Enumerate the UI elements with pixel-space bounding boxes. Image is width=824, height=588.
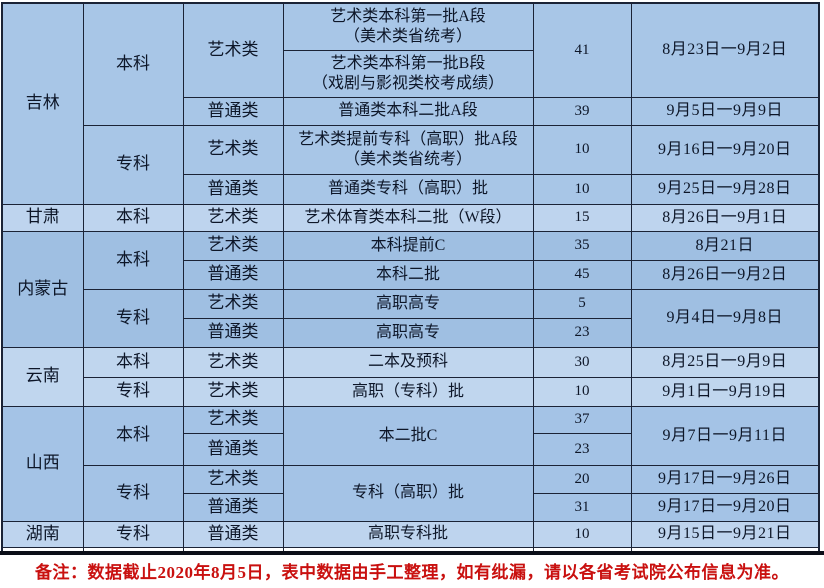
count-cell: 23	[532, 317, 632, 348]
level-cell: 本科	[82, 2, 184, 126]
category-cell: 艺术类	[182, 464, 284, 494]
batch-cell: 普通类专科（高职）批	[282, 173, 534, 205]
table-row: 甘肃 本科 艺术类 艺术体育类本科二批（W段） 15 8月26日一9月1日	[1, 203, 820, 232]
count-cell: 37	[532, 405, 632, 434]
batch-cell: 高职专科批	[282, 520, 534, 548]
count-cell: 10	[532, 520, 632, 548]
province-cell: 湖南	[1, 520, 84, 548]
category-cell: 普通类	[182, 317, 284, 348]
count-cell: 10	[532, 173, 632, 205]
category-cell: 艺术类	[182, 124, 284, 175]
count-cell: 45	[532, 259, 632, 290]
level-cell: 专科	[82, 376, 184, 407]
province-cell: 内蒙古	[1, 230, 84, 348]
table-row: 云南 本科 艺术类 二本及预科 30 8月25日一9月9日	[1, 346, 820, 407]
category-cell: 艺术类	[182, 405, 284, 434]
batch-cell: 本科提前C	[282, 230, 534, 261]
table-row: 普通类 普通类本科二批A段 39 9月5日一9月9日	[2, 96, 820, 126]
level-cell: 专科	[82, 124, 184, 205]
category-cell: 普通类	[182, 96, 284, 126]
table-row: 山西 本科 艺术类 本二批C 37 9月7日一9月11日	[1, 405, 820, 522]
category-cell: 艺术类	[182, 2, 284, 98]
level-cell: 本科	[82, 405, 184, 466]
batch-cell: 艺术类提前专科（高职）批A段 （美术类省统考）	[282, 124, 534, 175]
category-cell: 普通类	[182, 173, 284, 205]
dates-cell: 9月15日一9月21日	[630, 520, 820, 548]
category-cell: 普通类	[182, 520, 284, 548]
dates-cell: 9月5日一9月9日	[630, 96, 820, 126]
dates-cell: 9月16日一9月20日	[630, 124, 820, 175]
table-row: 普通类 23	[2, 432, 819, 466]
count-cell: 5	[532, 288, 632, 319]
category-cell: 艺术类	[182, 376, 284, 407]
batch-cell: 普通类本科二批A段	[282, 96, 534, 126]
count-cell: 15	[532, 203, 632, 232]
schedule-table-body: 吉林 本科 艺术类 艺术类本科第一批A段 （美术类省统考） 41 8月23日一9月2日 艺术…	[1, 2, 820, 554]
province-cell: 甘肃	[1, 203, 84, 232]
category-cell: 艺术类	[182, 288, 284, 319]
dates-cell: 9月17日一9月20日	[630, 492, 820, 522]
dates-cell: 8月26日一9月1日	[630, 203, 820, 232]
count-cell: 39	[532, 96, 632, 126]
level-cell: 本科	[82, 346, 184, 378]
province-cell: 云南	[1, 346, 84, 407]
count-cell: 20	[532, 464, 632, 494]
batch-cell: 二本及预科	[282, 346, 534, 378]
table-row: 艺术类本科第一批B段 （戏剧与影视类校考成绩）	[2, 49, 819, 98]
batch-cell: 本科二批	[282, 259, 534, 290]
category-cell: 艺术类	[182, 203, 284, 232]
dates-cell: 9月4日一9月8日	[630, 288, 820, 348]
count-cell: 10	[532, 376, 632, 407]
category-cell: 普通类	[182, 432, 284, 466]
table-row: 吉林 本科 艺术类 艺术类本科第一批A段 （美术类省统考） 41 8月23日一9月2日	[1, 2, 820, 205]
footer-note: 备注：数据截止2020年8月5日，表中数据由手工整理，如有纰漏，请以各省考试院公…	[35, 563, 789, 582]
table-row: 普通类 普通类专科（高职）批 10 9月25日一9月28日	[2, 173, 820, 205]
table-bottom-rule	[0, 551, 824, 555]
category-cell: 艺术类	[182, 346, 284, 378]
table-row: 专科 艺术类 艺术类提前专科（高职）批A段 （美术类省统考） 10 9月16日一9月20…	[2, 124, 820, 205]
batch-cell: 高职（专科）批	[282, 376, 534, 407]
count-cell: 41	[532, 2, 632, 98]
level-cell: 专科	[82, 288, 184, 348]
count-cell: 35	[532, 230, 632, 261]
dates-cell: 9月1日一9月19日	[630, 376, 820, 407]
table-row: 普通类 高职高专 23	[2, 317, 819, 348]
batch-cell: 艺术类本科第一批A段 （美术类省统考）	[282, 2, 534, 51]
count-cell: 23	[532, 432, 632, 466]
level-cell: 专科	[82, 464, 184, 522]
batch-cell: 本二批C	[282, 405, 534, 466]
dates-cell: 9月25日一9月28日	[630, 173, 820, 205]
table-row: 专科 艺术类 高职高专 5 9月4日一9月8日	[2, 288, 820, 348]
table-row: 湖南 专科 普通类 高职专科批 10 9月15日一9月21日	[1, 520, 820, 548]
batch-cell: 专科（高职）批	[282, 464, 534, 522]
count-cell: 31	[532, 492, 632, 522]
table-row: 普通类 本科二批 45 8月26日一9月2日	[2, 259, 820, 290]
count-cell: 30	[532, 346, 632, 378]
dates-cell: 8月21日	[630, 230, 820, 261]
category-cell: 艺术类	[182, 230, 284, 261]
category-cell: 普通类	[182, 492, 284, 522]
province-cell: 山西	[1, 405, 84, 522]
dates-cell: 8月26日一9月2日	[630, 259, 820, 290]
dates-cell: 8月25日一9月9日	[630, 346, 820, 378]
level-cell: 专科	[82, 520, 184, 548]
level-cell: 本科	[82, 230, 184, 290]
batch-cell: 艺术体育类本科二批（W段）	[282, 203, 534, 232]
dates-cell: 8月23日一9月2日	[630, 2, 820, 98]
category-cell: 普通类	[182, 259, 284, 290]
table-row: 普通类 31 9月17日一9月20日	[2, 492, 820, 522]
batch-cell: 艺术类本科第一批B段 （戏剧与影视类校考成绩）	[282, 49, 534, 98]
schedule-table: 吉林 本科 艺术类 艺术类本科第一批A段 （美术类省统考） 41 8月23日一9月2日 艺术…	[1, 2, 820, 554]
table-row: 专科 艺术类 专科（高职）批 20 9月17日一9月26日	[2, 464, 820, 522]
table-row: 专科 艺术类 高职（专科）批 10 9月1日一9月19日	[2, 376, 820, 407]
count-cell: 10	[532, 124, 632, 175]
dates-cell: 9月17日一9月26日	[630, 464, 820, 494]
dates-cell: 9月7日一9月11日	[630, 405, 820, 466]
batch-cell: 高职高专	[282, 317, 534, 348]
province-cell: 吉林	[1, 2, 84, 205]
table-row: 内蒙古 本科 艺术类 本科提前C 35 8月21日	[1, 230, 820, 348]
batch-cell: 高职高专	[282, 288, 534, 319]
level-cell: 本科	[82, 203, 184, 232]
